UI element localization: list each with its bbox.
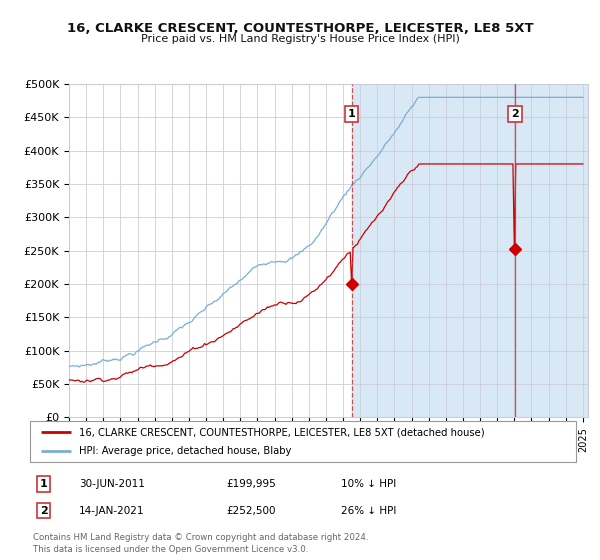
Text: 1: 1 [348, 109, 355, 119]
Text: HPI: Average price, detached house, Blaby: HPI: Average price, detached house, Blab… [79, 446, 292, 456]
Text: 1: 1 [40, 479, 47, 489]
Text: 2: 2 [511, 109, 519, 119]
Text: £199,995: £199,995 [227, 479, 277, 489]
Text: Price paid vs. HM Land Registry's House Price Index (HPI): Price paid vs. HM Land Registry's House … [140, 34, 460, 44]
Text: 14-JAN-2021: 14-JAN-2021 [79, 506, 145, 516]
Text: 16, CLARKE CRESCENT, COUNTESTHORPE, LEICESTER, LE8 5XT: 16, CLARKE CRESCENT, COUNTESTHORPE, LEIC… [67, 22, 533, 35]
Text: 30-JUN-2011: 30-JUN-2011 [79, 479, 145, 489]
Text: £252,500: £252,500 [227, 506, 276, 516]
Text: 2: 2 [40, 506, 47, 516]
Text: Contains HM Land Registry data © Crown copyright and database right 2024.
This d: Contains HM Land Registry data © Crown c… [33, 533, 368, 554]
Bar [352, 84, 588, 417]
Text: 10% ↓ HPI: 10% ↓ HPI [341, 479, 397, 489]
Text: 16, CLARKE CRESCENT, COUNTESTHORPE, LEICESTER, LE8 5XT (detached house): 16, CLARKE CRESCENT, COUNTESTHORPE, LEIC… [79, 427, 485, 437]
Text: 26% ↓ HPI: 26% ↓ HPI [341, 506, 397, 516]
